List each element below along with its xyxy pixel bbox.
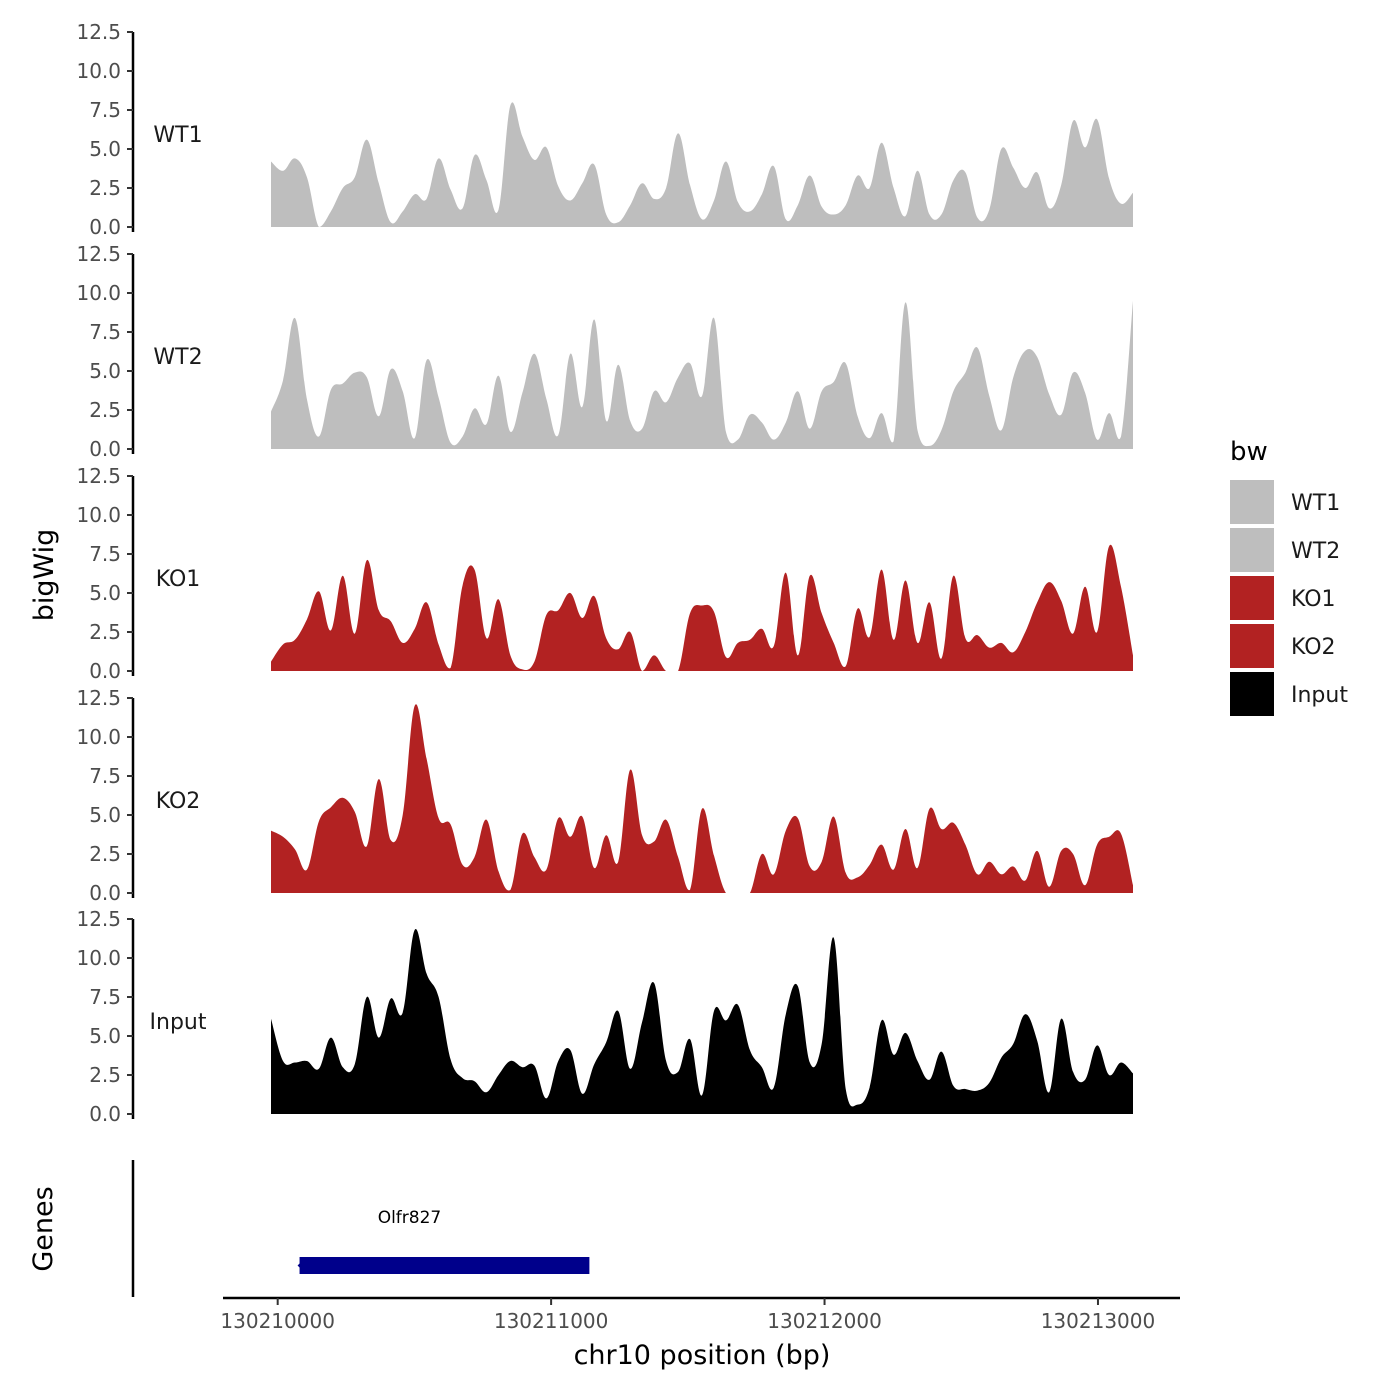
legend-key-ko1 [1230, 576, 1274, 620]
y-tick-label: 5.0 [89, 581, 121, 605]
x-axis: 130210000 130211000 130212000 130213000 [220, 1296, 1180, 1333]
legend-title: bw [1230, 437, 1268, 467]
y-tick-label: 0.0 [89, 1102, 121, 1126]
y-tick-label: 7.5 [89, 320, 121, 344]
track-panel-wt1: 0.0 2.5 5.0 7.5 10.0 12.5 WT1 [76, 20, 1133, 239]
track-label-ko1: KO1 [156, 567, 201, 592]
x-tick-label: 130211000 [494, 1309, 609, 1333]
x-tick-label: 130210000 [220, 1309, 335, 1333]
y-tick-label: 10.0 [76, 725, 121, 749]
genes-track: Genes Olfr827 [28, 1160, 590, 1297]
legend-label-ko1: KO1 [1291, 587, 1336, 612]
legend: bw WT1 WT2 KO1 KO2 Input [1230, 437, 1348, 716]
x-tick-label: 130212000 [767, 1309, 882, 1333]
coverage-area-wt2 [271, 300, 1133, 449]
legend-label-wt1: WT1 [1291, 491, 1340, 516]
y-tick-label: 7.5 [89, 98, 121, 122]
legend-key-input [1230, 672, 1274, 716]
y-tick-label: 2.5 [89, 398, 121, 422]
track-panel-ko1: 0.0 2.5 5.0 7.5 10.0 12.5 KO1 [76, 464, 1133, 683]
coverage-area-input [271, 929, 1133, 1114]
coverage-area-ko1 [271, 544, 1133, 671]
legend-label-input: Input [1291, 683, 1348, 708]
y-tick-label: 10.0 [76, 946, 121, 970]
track-label-input: Input [150, 1010, 207, 1035]
y-tick-label: 0.0 [89, 437, 121, 461]
gene-label: Olfr827 [378, 1208, 442, 1228]
gene-strand-arrow [297, 1261, 302, 1270]
y-tick-label: 7.5 [89, 542, 121, 566]
legend-label-wt2: WT2 [1291, 539, 1340, 564]
legend-key-ko2 [1230, 624, 1274, 668]
y-tick-label: 2.5 [89, 176, 121, 200]
y-tick-label: 2.5 [89, 1063, 121, 1087]
y-tick-label: 12.5 [76, 20, 121, 44]
y-tick-label: 10.0 [76, 59, 121, 83]
y-tick-label: 12.5 [76, 464, 121, 488]
y-tick-label: 0.0 [89, 881, 121, 905]
y-tick-label: 7.5 [89, 764, 121, 788]
legend-key-wt2 [1230, 528, 1274, 572]
y-tick-label: 5.0 [89, 1024, 121, 1048]
x-axis-title: chr10 position (bp) [574, 1340, 831, 1371]
coverage-area-wt1 [271, 102, 1133, 227]
track-label-wt1: WT1 [153, 123, 202, 148]
x-tick-label: 130213000 [1041, 1309, 1156, 1333]
track-label-wt2: WT2 [153, 345, 202, 370]
y-tick-label: 7.5 [89, 985, 121, 1009]
y-tick-label: 2.5 [89, 842, 121, 866]
y-tick-label: 0.0 [89, 659, 121, 683]
y-tick-label: 5.0 [89, 803, 121, 827]
track-panel-ko2: 0.0 2.5 5.0 7.5 10.0 12.5 KO2 [76, 686, 1133, 905]
genes-axis-title: Genes [28, 1186, 59, 1271]
legend-label-ko2: KO2 [1291, 635, 1336, 660]
y-axis-title: bigWig [29, 529, 60, 622]
y-tick-label: 10.0 [76, 503, 121, 527]
y-tick-label: 5.0 [89, 359, 121, 383]
track-label-ko2: KO2 [156, 789, 201, 814]
legend-key-wt1 [1230, 480, 1274, 524]
y-tick-label: 12.5 [76, 686, 121, 710]
y-tick-label: 10.0 [76, 281, 121, 305]
gene-bar [299, 1257, 590, 1274]
y-tick-label: 2.5 [89, 620, 121, 644]
coverage-area-ko2 [271, 704, 1133, 893]
y-tick-label: 0.0 [89, 215, 121, 239]
y-tick-label: 12.5 [76, 242, 121, 266]
track-panel-input: 0.0 2.5 5.0 7.5 10.0 12.5 Input [76, 907, 1133, 1126]
y-tick-label: 12.5 [76, 907, 121, 931]
y-tick-label: 5.0 [89, 137, 121, 161]
coverage-tracks: 0.0 2.5 5.0 7.5 10.0 12.5 WT1 0.0 2.5 5.0 7.5 10.0 1… [76, 20, 1133, 1126]
track-panel-wt2: 0.0 2.5 5.0 7.5 10.0 12.5 WT2 [76, 242, 1133, 461]
